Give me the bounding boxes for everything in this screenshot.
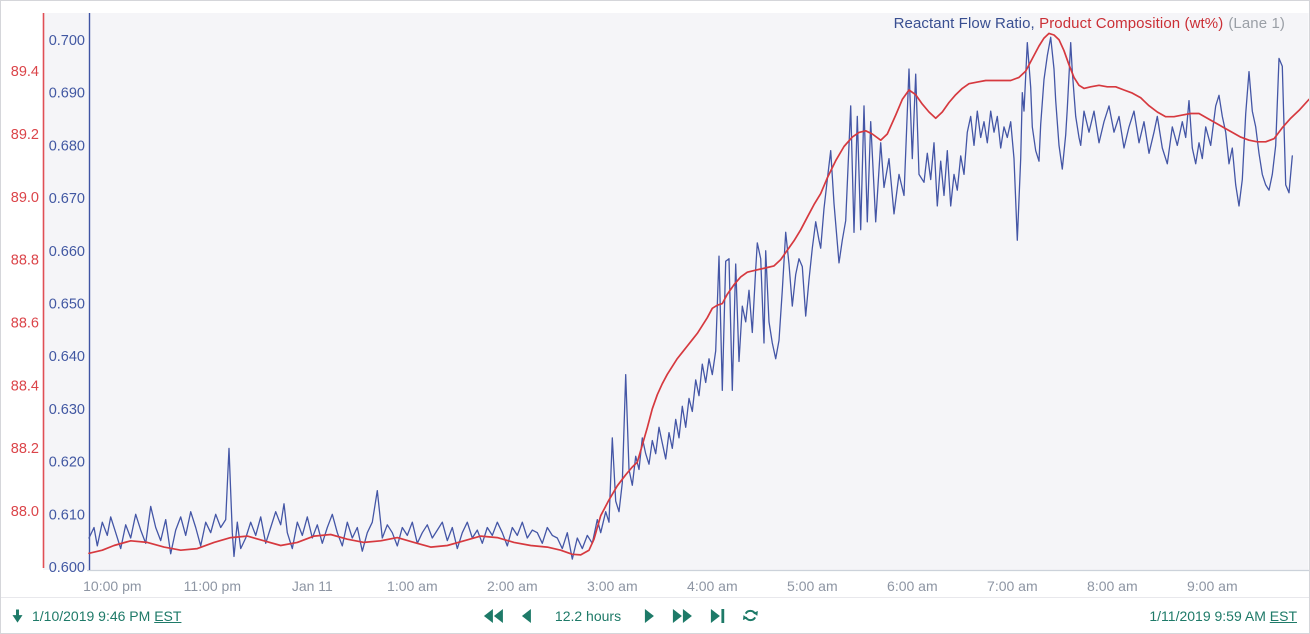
x-axis-tick-label: Jan 11 [292,578,333,594]
legend-series-product-composition[interactable]: Product Composition (wt%) [1039,15,1224,32]
x-axis-tick-label: 3:00 am [587,578,638,594]
trend-chart: 89.4 89.2 89.0 88.8 88.6 88.4 88.2 88.0 0.700 0.6… [11,13,1309,594]
refresh-icon[interactable] [742,607,759,624]
outer-axis-tick-label: 88.4 [11,378,39,394]
x-axis-tick-label: 2:00 am [487,578,538,594]
legend-separator: , [1030,15,1040,32]
legend-lane-label: (Lane 1) [1228,15,1285,32]
outer-axis-tick-label: 88.8 [11,253,39,269]
end-timezone-link[interactable]: EST [1269,607,1297,624]
inner-axis-tick-label: 0.660 [49,244,85,260]
plot-area[interactable] [89,13,1309,570]
outer-axis-tick-label: 88.0 [11,504,39,520]
outer-axis-tick-label: 89.2 [11,127,39,143]
inner-axis-tick-label: 0.650 [49,296,85,312]
outer-axis-tick-label: 89.4 [11,64,39,80]
start-time-label: 1/10/2019 9:46 PM EST [32,607,182,624]
x-axis-tick-label: 11:00 pm [184,578,241,594]
outer-axis-tick-label: 88.6 [11,315,39,331]
x-axis-tick-label: 5:00 am [787,578,838,594]
inner-axis-tick-label: 0.630 [49,402,85,418]
fast-forward-button[interactable] [672,608,693,624]
x-axis-tick-label: 9:00 am [1187,578,1238,594]
download-arrow-icon[interactable] [11,608,24,624]
skip-to-end-button[interactable] [710,608,725,624]
inner-axis-tick-label: 0.610 [49,507,85,523]
inner-axis-tick-label: 0.680 [49,138,85,154]
x-axis-tick-label: 1:00 am [387,578,438,594]
x-axis-tick-label: 4:00 am [687,578,738,594]
outer-axis-tick-label: 88.2 [11,441,39,457]
x-axis-tick-label: 10:00 pm [83,578,141,594]
inner-axis-tick-label: 0.600 [49,560,85,576]
start-timezone-link[interactable]: EST [154,607,182,624]
inner-axis-tick-label: 0.700 [49,33,85,49]
step-back-button[interactable] [521,608,532,624]
inner-axis-tick-label: 0.670 [49,191,85,207]
series-line-product-composition-wt [88,32,1309,556]
time-toolbar: 1/10/2019 9:46 PM EST 12.2 hours [1,597,1309,633]
x-axis-tick-label: 8:00 am [1087,578,1138,594]
end-time-label: 1/11/2019 9:59 AM EST [1149,607,1297,624]
x-axis-tick-label: 6:00 am [887,578,938,594]
inner-axis-tick-label: 0.690 [49,86,85,102]
x-axis-tick-label: 7:00 am [987,578,1038,594]
legend: Reactant Flow Ratio, Product Composition… [894,15,1285,32]
legend-series-reactant-flow-ratio[interactable]: Reactant Flow Ratio [893,15,1031,32]
duration-label[interactable]: 12.2 hours [554,607,622,624]
outer-axis-tick-label: 89.0 [11,190,39,206]
step-forward-button[interactable] [644,608,655,624]
rewind-button[interactable] [483,608,504,624]
inner-axis-tick-label: 0.640 [49,349,85,365]
plot-background [43,13,1309,570]
inner-axis-tick-label: 0.620 [49,455,85,471]
